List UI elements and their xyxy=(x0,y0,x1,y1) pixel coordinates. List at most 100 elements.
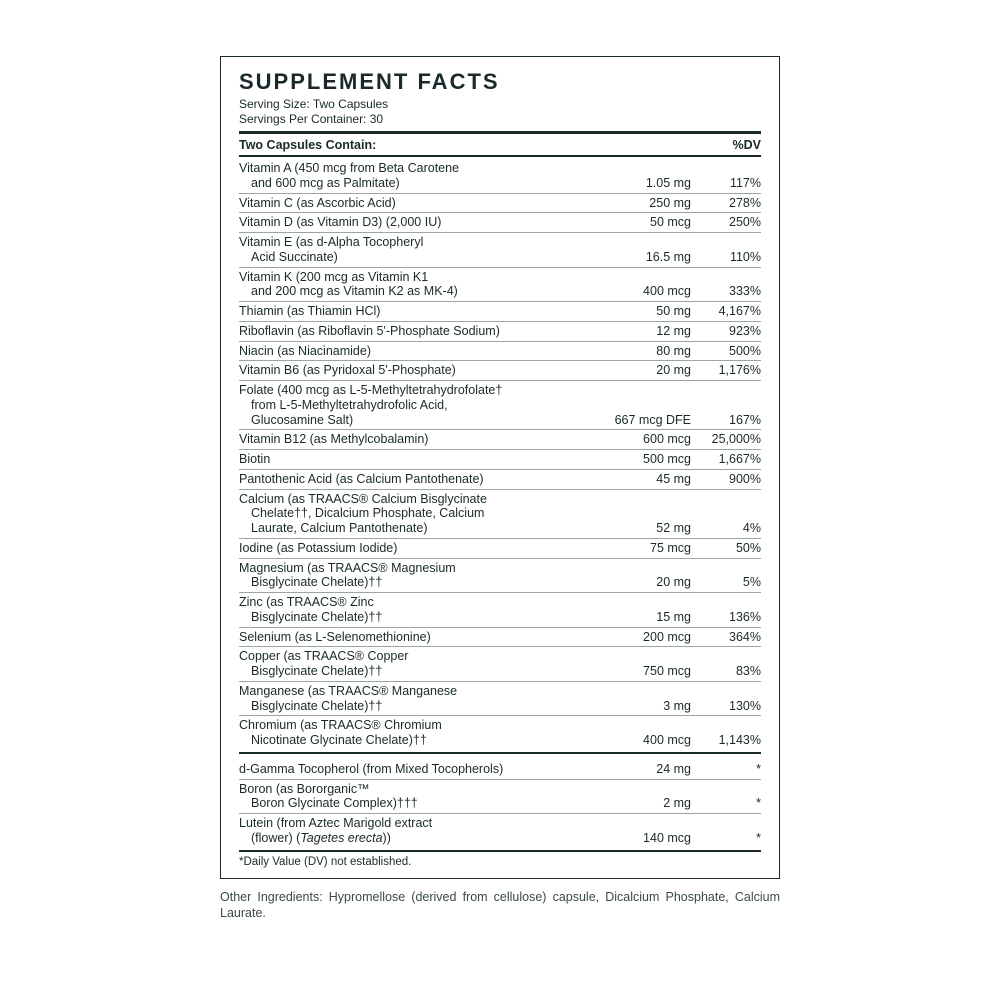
table-row: Boron (as Bororganic™Boron Glycinate Com… xyxy=(239,780,761,815)
nutrient-amount: 15 mg xyxy=(599,610,691,625)
title: SUPPLEMENT FACTS xyxy=(239,69,761,95)
nutrient-dv: 500% xyxy=(691,344,761,359)
nutrient-rows-no-dv: d-Gamma Tocopherol (from Mixed Tocophero… xyxy=(239,760,761,848)
nutrient-name: Calcium (as TRAACS® Calcium Bisglycinate… xyxy=(239,492,599,536)
table-row: Pantothenic Acid (as Calcium Pantothenat… xyxy=(239,470,761,490)
nutrient-name: Biotin xyxy=(239,452,599,467)
nutrient-dv: 1,176% xyxy=(691,363,761,378)
table-row: Vitamin K (200 mcg as Vitamin K1and 200 … xyxy=(239,268,761,303)
nutrient-amount: 50 mg xyxy=(599,304,691,319)
table-row: Riboflavin (as Riboflavin 5'-Phosphate S… xyxy=(239,322,761,342)
nutrient-name: Vitamin A (450 mcg from Beta Caroteneand… xyxy=(239,161,599,191)
nutrient-name: Lutein (from Aztec Marigold extract(flow… xyxy=(239,816,599,846)
nutrient-name: Iodine (as Potassium Iodide) xyxy=(239,541,599,556)
nutrient-name: d-Gamma Tocopherol (from Mixed Tocophero… xyxy=(239,762,599,777)
table-row: Vitamin B6 (as Pyridoxal 5'-Phosphate)20… xyxy=(239,361,761,381)
nutrient-amount: 600 mcg xyxy=(599,432,691,447)
nutrient-name: Vitamin K (200 mcg as Vitamin K1and 200 … xyxy=(239,270,599,300)
nutrient-name: Boron (as Bororganic™Boron Glycinate Com… xyxy=(239,782,599,812)
table-row: Vitamin E (as d-Alpha TocopherylAcid Suc… xyxy=(239,233,761,268)
table-row: Folate (400 mcg as L-5-Methyltetrahydrof… xyxy=(239,381,761,430)
nutrient-dv: 83% xyxy=(691,664,761,679)
nutrient-rows: Vitamin A (450 mcg from Beta Caroteneand… xyxy=(239,159,761,750)
table-row: Vitamin D (as Vitamin D3) (2,000 IU)50 m… xyxy=(239,213,761,233)
table-row: Zinc (as TRAACS® ZincBisglycinate Chelat… xyxy=(239,593,761,628)
nutrient-amount: 250 mg xyxy=(599,196,691,211)
nutrient-dv: 250% xyxy=(691,215,761,230)
table-row: Biotin500 mcg1,667% xyxy=(239,450,761,470)
nutrient-name: Vitamin D (as Vitamin D3) (2,000 IU) xyxy=(239,215,599,230)
nutrient-dv: 50% xyxy=(691,541,761,556)
nutrient-name: Copper (as TRAACS® CopperBisglycinate Ch… xyxy=(239,649,599,679)
nutrient-name: Chromium (as TRAACS® ChromiumNicotinate … xyxy=(239,718,599,748)
nutrient-name: Vitamin B6 (as Pyridoxal 5'-Phosphate) xyxy=(239,363,599,378)
nutrient-name: Thiamin (as Thiamin HCl) xyxy=(239,304,599,319)
nutrient-amount: 667 mcg DFE xyxy=(599,413,691,428)
table-row: Copper (as TRAACS® CopperBisglycinate Ch… xyxy=(239,647,761,682)
nutrient-dv: 110% xyxy=(691,250,761,265)
nutrient-amount: 50 mcg xyxy=(599,215,691,230)
nutrient-dv: 333% xyxy=(691,284,761,299)
nutrient-dv: 5% xyxy=(691,575,761,590)
nutrient-amount: 400 mcg xyxy=(599,733,691,748)
nutrient-name: Vitamin B12 (as Methylcobalamin) xyxy=(239,432,599,447)
nutrient-dv: 117% xyxy=(691,176,761,191)
table-row: Chromium (as TRAACS® ChromiumNicotinate … xyxy=(239,716,761,750)
nutrient-dv: 4% xyxy=(691,521,761,536)
supplement-facts-panel: SUPPLEMENT FACTS Serving Size: Two Capsu… xyxy=(220,56,780,879)
divider-thick xyxy=(239,131,761,134)
table-row: Niacin (as Niacinamide)80 mg500% xyxy=(239,342,761,362)
nutrient-amount: 3 mg xyxy=(599,699,691,714)
table-row: Selenium (as L-Selenomethionine)200 mcg3… xyxy=(239,628,761,648)
divider-mid xyxy=(239,752,761,754)
table-row: d-Gamma Tocopherol (from Mixed Tocophero… xyxy=(239,760,761,780)
nutrient-dv: 1,143% xyxy=(691,733,761,748)
nutrient-dv: 900% xyxy=(691,472,761,487)
nutrient-name: Folate (400 mcg as L-5-Methyltetrahydrof… xyxy=(239,383,599,427)
nutrient-amount: 20 mg xyxy=(599,363,691,378)
nutrient-amount: 52 mg xyxy=(599,521,691,536)
nutrient-name: Selenium (as L-Selenomethionine) xyxy=(239,630,599,645)
nutrient-name: Vitamin C (as Ascorbic Acid) xyxy=(239,196,599,211)
nutrient-amount: 24 mg xyxy=(599,762,691,777)
nutrient-dv: * xyxy=(691,762,761,777)
nutrient-amount: 500 mcg xyxy=(599,452,691,467)
table-row: Iodine (as Potassium Iodide)75 mcg50% xyxy=(239,539,761,559)
nutrient-amount: 12 mg xyxy=(599,324,691,339)
table-row: Vitamin A (450 mcg from Beta Caroteneand… xyxy=(239,159,761,194)
table-header: Two Capsules Contain: %DV xyxy=(239,137,761,153)
nutrient-name: Magnesium (as TRAACS® MagnesiumBisglycin… xyxy=(239,561,599,591)
nutrient-name: Zinc (as TRAACS® ZincBisglycinate Chelat… xyxy=(239,595,599,625)
table-row: Calcium (as TRAACS® Calcium Bisglycinate… xyxy=(239,490,761,539)
nutrient-amount: 80 mg xyxy=(599,344,691,359)
nutrient-amount: 200 mcg xyxy=(599,630,691,645)
nutrient-dv: * xyxy=(691,796,761,811)
header-dv: %DV xyxy=(691,138,761,152)
nutrient-dv: 136% xyxy=(691,610,761,625)
nutrient-amount: 750 mcg xyxy=(599,664,691,679)
table-row: Vitamin B12 (as Methylcobalamin)600 mcg2… xyxy=(239,430,761,450)
divider-mid xyxy=(239,155,761,157)
table-row: Thiamin (as Thiamin HCl)50 mg4,167% xyxy=(239,302,761,322)
nutrient-name: Manganese (as TRAACS® ManganeseBisglycin… xyxy=(239,684,599,714)
nutrient-dv: 130% xyxy=(691,699,761,714)
header-contain: Two Capsules Contain: xyxy=(239,138,691,152)
nutrient-dv: 1,667% xyxy=(691,452,761,467)
footnote-dv: *Daily Value (DV) not established. xyxy=(239,854,761,868)
table-row: Vitamin C (as Ascorbic Acid)250 mg278% xyxy=(239,194,761,214)
nutrient-amount: 140 mcg xyxy=(599,831,691,846)
nutrient-amount: 75 mcg xyxy=(599,541,691,556)
nutrient-amount: 2 mg xyxy=(599,796,691,811)
nutrient-amount: 1.05 mg xyxy=(599,176,691,191)
nutrient-name: Riboflavin (as Riboflavin 5'-Phosphate S… xyxy=(239,324,599,339)
other-ingredients: Other Ingredients: Hypromellose (derived… xyxy=(220,889,780,923)
nutrient-name: Vitamin E (as d-Alpha TocopherylAcid Suc… xyxy=(239,235,599,265)
nutrient-name: Pantothenic Acid (as Calcium Pantothenat… xyxy=(239,472,599,487)
nutrient-dv: 364% xyxy=(691,630,761,645)
servings-per-container: Servings Per Container: 30 xyxy=(239,112,761,127)
nutrient-dv: 25,000% xyxy=(691,432,761,447)
nutrient-amount: 400 mcg xyxy=(599,284,691,299)
divider-mid xyxy=(239,850,761,852)
table-row: Manganese (as TRAACS® ManganeseBisglycin… xyxy=(239,682,761,717)
table-row: Magnesium (as TRAACS® MagnesiumBisglycin… xyxy=(239,559,761,594)
